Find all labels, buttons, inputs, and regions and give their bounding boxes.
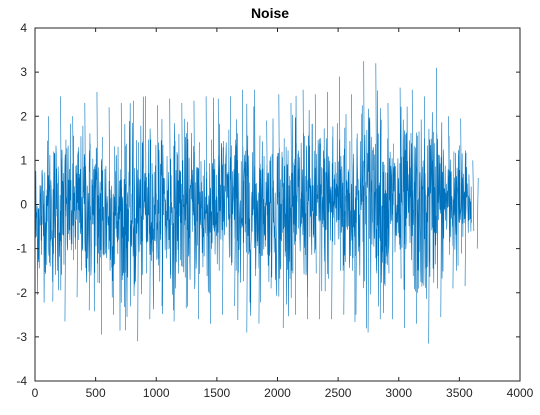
y-tick-label: 4 [20, 21, 27, 35]
x-tick-label: 3500 [446, 386, 473, 400]
x-tick-label: 4000 [507, 386, 534, 400]
series-layer [35, 61, 479, 344]
x-tick-label: 500 [86, 386, 106, 400]
y-tick-label: -2 [16, 286, 27, 300]
y-tick-label: -4 [16, 374, 27, 388]
x-tick-label: 1000 [143, 386, 170, 400]
x-axis-ticks: 0 500 1000 1500 2000 2500 3000 3500 4000 [32, 28, 534, 400]
y-tick-label: 2 [20, 109, 27, 123]
x-tick-label: 2000 [264, 386, 291, 400]
chart-title: Noise [251, 5, 289, 21]
x-tick-label: 3000 [385, 386, 412, 400]
y-tick-label: -1 [16, 242, 27, 256]
x-tick-label: 2500 [325, 386, 352, 400]
y-axis-ticks: -4 -3 -2 -1 0 1 2 3 4 [16, 21, 520, 388]
y-tick-label: 0 [20, 198, 27, 212]
x-tick-label: 0 [32, 386, 39, 400]
y-tick-label: 3 [20, 65, 27, 79]
y-tick-label: 1 [20, 153, 27, 167]
noise-series-line [35, 61, 479, 344]
y-tick-label: -3 [16, 330, 27, 344]
x-tick-label: 1500 [204, 386, 231, 400]
